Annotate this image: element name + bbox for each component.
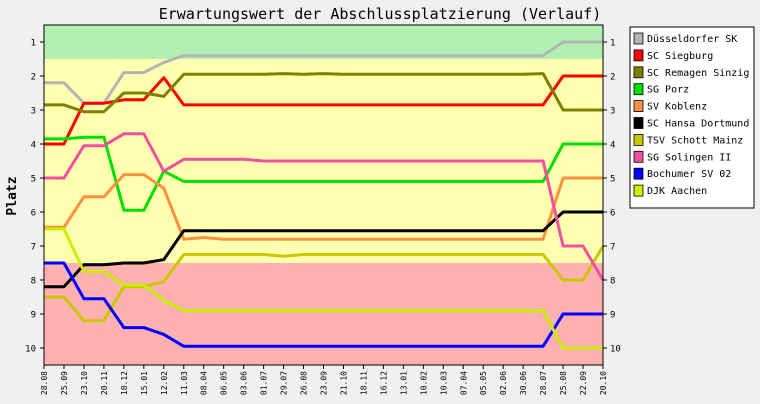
x-tick-label: 10.02	[419, 371, 428, 395]
legend-label-7: SG Solingen II	[647, 152, 731, 163]
series-line-8	[44, 261, 603, 348]
x-tick-label: 20.10	[599, 371, 608, 395]
x-tick-label: 23.10	[80, 371, 89, 395]
y-tick-label-left: 9	[31, 311, 36, 321]
y-tick-label-left: 6	[31, 209, 36, 219]
legend-swatch-3	[633, 83, 644, 96]
y-tick-label-left: 7	[31, 243, 36, 253]
x-tick-label: 22.09	[579, 371, 588, 395]
background-zones	[44, 25, 603, 365]
y-tick-label-left: 10	[25, 345, 36, 355]
series-line-9	[44, 227, 603, 350]
legend-label-2: SC Remagen Sinzig	[647, 68, 749, 79]
x-tick-label: 13.01	[399, 371, 408, 395]
legend-swatch-9	[633, 184, 644, 197]
legend-label-9: DJK Aachen	[647, 186, 707, 197]
series-line-4	[44, 173, 603, 241]
x-tick-label: 25.08	[559, 371, 568, 395]
series-line-3	[44, 135, 603, 212]
series-line-0	[44, 40, 603, 105]
y-tick-label-right: 7	[610, 243, 615, 253]
x-tick-label: 20.11	[100, 371, 109, 395]
x-tick-label: 03.06	[240, 371, 249, 395]
x-tick-label: 21.10	[339, 371, 348, 395]
zone-band-0	[44, 25, 603, 59]
x-tick-label: 18.12	[120, 371, 129, 395]
legend: Düsseldorfer SK SC Siegburg SC Remagen Sin…	[629, 26, 755, 209]
legend-swatch-2	[633, 66, 644, 79]
y-tick-label-right: 3	[610, 107, 615, 117]
x-tick-label: 05.05	[479, 371, 488, 395]
legend-swatch-7	[633, 150, 644, 163]
legend-label-3: SG Porz	[647, 85, 689, 96]
y-tick-label-right: 2	[610, 73, 615, 83]
legend-label-6: TSV Schott Mainz	[647, 135, 743, 146]
x-tick-label: 15.01	[140, 371, 149, 395]
chart-title: Erwartungswert der Abschlussplatzierung …	[159, 5, 602, 23]
y-tick-label-left: 4	[31, 141, 36, 151]
y-tick-label-right: 10	[610, 345, 621, 355]
x-tick-label: 10.03	[439, 371, 448, 395]
series-line-5	[44, 210, 603, 289]
legend-swatch-5	[633, 117, 644, 129]
legend-label-5: SC Hansa Dortmund	[647, 119, 749, 130]
legend-swatch-1	[633, 49, 644, 62]
y-tick-label-right: 5	[610, 175, 615, 185]
x-tick-label: 23.09	[320, 371, 329, 395]
series-line-6	[44, 245, 605, 323]
legend-box	[629, 26, 755, 209]
x-tick-label: 29.07	[280, 371, 289, 395]
x-ticks: 28.08 25.09 23.10 20.11 18.12 15.01 12.02 11.03…	[40, 365, 608, 395]
y-tick-label-left: 2	[31, 73, 36, 83]
legend-label-4: SV Koblenz	[647, 102, 707, 113]
x-tick-label: 01.07	[260, 371, 269, 395]
legend-swatch-6	[633, 133, 644, 146]
series-lines	[44, 40, 605, 350]
y-tick-label-right: 6	[610, 209, 615, 219]
y-tick-label-left: 8	[31, 277, 36, 287]
x-tick-label: 07.04	[459, 371, 468, 395]
legend-swatch-4	[633, 100, 644, 112]
series-line-2	[44, 72, 603, 114]
x-tick-label: 02.06	[499, 371, 508, 395]
series-line-7	[44, 132, 605, 281]
y-ticks-left: 1 2 3 4 5 6 7 8 9 10	[25, 39, 44, 355]
y-tick-label-right: 4	[610, 141, 615, 151]
legend-swatch-0	[633, 32, 644, 45]
x-tick-label: 06.05	[220, 371, 229, 395]
legend-label-1: SC Siegburg	[647, 51, 713, 62]
y-tick-label-left: 3	[31, 107, 36, 117]
y-axis-label: Platz	[5, 176, 20, 215]
zone-band-2	[44, 263, 603, 365]
y-tick-label-right: 1	[610, 39, 615, 49]
x-tick-label: 08.04	[200, 371, 209, 395]
x-tick-label: 18.11	[359, 371, 368, 395]
series-line-1	[44, 74, 603, 146]
x-tick-label: 12.02	[160, 371, 169, 395]
y-tick-label-left: 5	[31, 175, 36, 185]
y-tick-label-right: 9	[610, 311, 615, 321]
x-tick-label: 30.06	[519, 371, 528, 395]
legend-swatch-8	[633, 167, 644, 180]
x-tick-label: 11.03	[180, 371, 189, 395]
y-tick-label-left: 1	[31, 39, 36, 49]
legend-label-0: Düsseldorfer SK	[647, 34, 737, 45]
x-tick-label: 28.07	[539, 371, 548, 395]
x-tick-label: 25.09	[60, 371, 69, 395]
legend-label-8: Bochumer SV 02	[647, 169, 731, 180]
x-tick-label: 16.12	[379, 371, 388, 395]
x-tick-label: 28.08	[40, 371, 49, 395]
y-ticks-right: 1 2 3 4 5 6 7 8 9 10	[603, 39, 621, 355]
x-tick-label: 26.08	[300, 371, 309, 395]
y-tick-label-right: 8	[610, 277, 615, 287]
